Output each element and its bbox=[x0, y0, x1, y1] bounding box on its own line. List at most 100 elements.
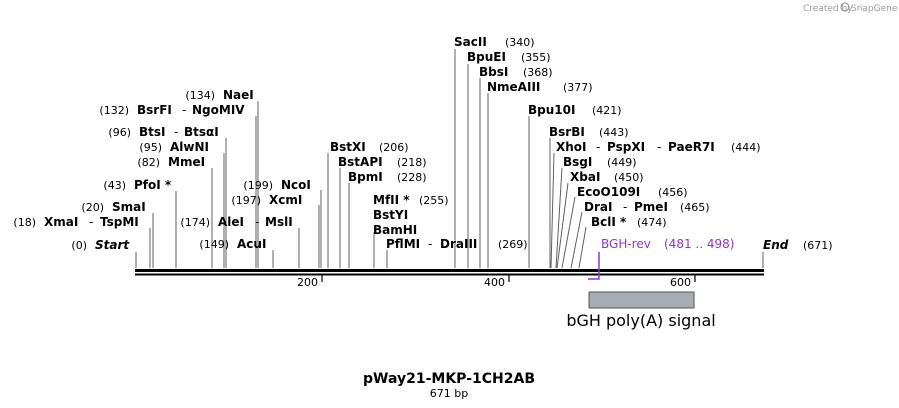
tick-label-600: 600 bbox=[670, 276, 691, 289]
enzyme-xmai[interactable]: XmaI bbox=[44, 215, 78, 229]
enzyme-smai-pos: (20) bbox=[81, 201, 104, 214]
cut-site-lines bbox=[135, 49, 764, 269]
enzyme-drai-pos: (465) bbox=[680, 201, 710, 214]
enzyme-btsi[interactable]: BtsI bbox=[139, 125, 166, 139]
primer-range: (481 .. 498) bbox=[664, 237, 734, 251]
enzyme-ecoo109i-pos: (456) bbox=[658, 186, 688, 199]
enzyme-bstapi[interactable]: BstAPI bbox=[338, 155, 383, 169]
enzyme-nmeaiii[interactable]: NmeAIII bbox=[487, 80, 540, 94]
line-bsgi bbox=[555, 167, 563, 269]
enzyme-naei-pos: (134) bbox=[185, 89, 215, 102]
enzyme-naei[interactable]: NaeI bbox=[223, 88, 254, 102]
enzyme-bstxi-pos: (206) bbox=[379, 141, 409, 154]
enzyme-separator: - bbox=[657, 140, 661, 154]
enzyme-xhoi[interactable]: XhoI bbox=[556, 140, 587, 154]
enzyme-btsi-pos: (96) bbox=[108, 126, 131, 139]
enzyme-mfii-pos: (255) bbox=[419, 194, 449, 207]
enzyme-separator: - bbox=[255, 215, 259, 229]
line-drai bbox=[570, 211, 583, 269]
plasmid-length: 671 bp bbox=[430, 387, 468, 400]
primer-name: BGH-rev bbox=[601, 237, 651, 251]
enzyme-msli[interactable]: MslI bbox=[265, 215, 293, 229]
enzyme-xcmi[interactable]: XcmI bbox=[269, 193, 302, 207]
enzyme-bstyi[interactable]: BstYI bbox=[373, 208, 408, 222]
enzyme-bbsi[interactable]: BbsI bbox=[479, 65, 508, 79]
feature-name: bGH poly(A) signal bbox=[566, 311, 715, 330]
enzyme-bsrbi-pos: (443) bbox=[599, 126, 629, 139]
enzyme-paer7i[interactable]: PaeR7I bbox=[668, 140, 715, 154]
enzyme-bamhi[interactable]: BamHI bbox=[373, 223, 417, 237]
enzyme-bsrfi-pos: (132) bbox=[99, 104, 129, 117]
enzyme-separator: - bbox=[174, 125, 178, 139]
enzyme-nmeaiii-pos: (377) bbox=[563, 81, 593, 94]
enzyme-bpuei[interactable]: BpuEI bbox=[467, 50, 506, 64]
enzyme-bsgi-pos: (449) bbox=[607, 156, 637, 169]
backbone-bottom-strand bbox=[135, 273, 764, 276]
enzyme-ncoi[interactable]: NcoI bbox=[281, 178, 311, 192]
credit-brand: SnapGene bbox=[851, 4, 898, 14]
plasmid-name: pWay21-MKP-1CH2AB bbox=[363, 371, 535, 387]
sequence-backbone: 200 400 600 bbox=[135, 269, 764, 289]
enzyme-bpmi[interactable]: BpmI bbox=[348, 170, 383, 184]
enzyme-pflmi[interactable]: PflMI bbox=[386, 237, 420, 251]
enzyme-bstxi[interactable]: BstXI bbox=[330, 140, 366, 154]
enzyme-separator: - bbox=[182, 103, 186, 117]
enzyme-bpu10i[interactable]: Bpu10I bbox=[528, 103, 575, 117]
enzyme-end[interactable]: End bbox=[763, 238, 789, 252]
enzyme-ecoo109i[interactable]: EcoO109I bbox=[577, 185, 640, 199]
enzyme-xmai-pos: (18) bbox=[13, 216, 36, 229]
enzyme-xhoi-pos: (444) bbox=[731, 141, 761, 154]
enzyme-tspmi[interactable]: TspMI bbox=[100, 215, 139, 229]
primer-arrow-icon bbox=[588, 252, 600, 280]
credit-prefix: Created by bbox=[803, 4, 853, 14]
enzyme-start[interactable]: Start bbox=[95, 238, 130, 252]
enzyme-bbsi-pos: (368) bbox=[523, 66, 553, 79]
tick-label-400: 400 bbox=[484, 276, 505, 289]
enzyme-bsrfi[interactable]: BsrFI bbox=[137, 103, 172, 117]
enzyme-bstapi-pos: (218) bbox=[397, 156, 427, 169]
enzyme-labels: (0) Start End (671) (18) XmaI - TspMI (2… bbox=[13, 35, 832, 252]
enzyme-separator: - bbox=[596, 140, 600, 154]
line-xbai bbox=[556, 182, 569, 269]
line-xhoi bbox=[550, 152, 555, 269]
enzyme-ngomiv[interactable]: NgoMIV bbox=[192, 103, 245, 117]
enzyme-bcli-pos: (474) bbox=[637, 216, 667, 229]
enzyme-bpuei-pos: (355) bbox=[521, 51, 551, 64]
enzyme-acui[interactable]: AcuI bbox=[237, 237, 266, 251]
enzyme-drai[interactable]: DraI bbox=[584, 200, 612, 214]
enzyme-bcli[interactable]: BclI * bbox=[591, 215, 627, 229]
enzyme-separator: - bbox=[623, 200, 627, 214]
enzyme-mmei[interactable]: MmeI bbox=[168, 155, 205, 169]
enzyme-alwni[interactable]: AlwNI bbox=[170, 140, 209, 154]
line-bcli bbox=[578, 226, 587, 269]
enzyme-separator: - bbox=[428, 237, 432, 251]
enzyme-sacii-pos: (340) bbox=[505, 36, 535, 49]
enzyme-xbai[interactable]: XbaI bbox=[570, 170, 600, 184]
enzyme-acui-pos: (149) bbox=[199, 238, 229, 251]
enzyme-bsgi[interactable]: BsgI bbox=[563, 155, 592, 169]
enzyme-bpu10i-pos: (421) bbox=[592, 104, 622, 117]
feature-box bbox=[588, 291, 695, 309]
enzyme-xbai-pos: (450) bbox=[614, 171, 644, 184]
line-ecoo109i bbox=[561, 196, 576, 269]
enzyme-btsai[interactable]: BtsαI bbox=[184, 125, 219, 139]
enzyme-draiii[interactable]: DraIII bbox=[440, 237, 477, 251]
enzyme-mmei-pos: (82) bbox=[137, 156, 160, 169]
enzyme-pfoi[interactable]: PfoI * bbox=[134, 178, 172, 192]
enzyme-pspxi[interactable]: PspXI bbox=[607, 140, 645, 154]
enzyme-separator: - bbox=[89, 215, 93, 229]
enzyme-mfii[interactable]: MfII * bbox=[373, 193, 410, 207]
feature-bgh-polya[interactable]: bGH poly(A) signal bbox=[566, 291, 716, 330]
snapgene-credit: Created by SnapGene bbox=[803, 2, 898, 14]
enzyme-sacii[interactable]: SacII bbox=[454, 35, 487, 49]
enzyme-smai[interactable]: SmaI bbox=[112, 200, 146, 214]
enzyme-pmei[interactable]: PmeI bbox=[634, 200, 668, 214]
enzyme-end-pos: (671) bbox=[803, 239, 833, 252]
snapgene-logo-icon bbox=[840, 2, 850, 12]
enzyme-xcmi-pos: (197) bbox=[231, 194, 261, 207]
enzyme-alei[interactable]: AleI bbox=[218, 215, 244, 229]
enzyme-ncoi-pos: (199) bbox=[243, 179, 273, 192]
enzyme-bsrbi[interactable]: BsrBI bbox=[549, 125, 585, 139]
primer-bgh-rev[interactable]: BGH-rev (481 .. 498) bbox=[588, 237, 734, 280]
